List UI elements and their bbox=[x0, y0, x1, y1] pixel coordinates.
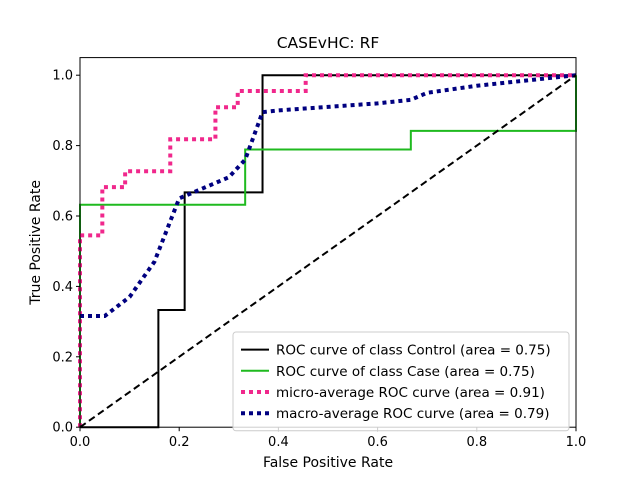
y-axis: 0.0 0.2 0.4 0.6 0.8 1.0 bbox=[52, 69, 80, 436]
legend-label-roc-curve-of-class-control-area-0-75: ROC curve of class Control (area = 0.75) bbox=[276, 343, 551, 359]
series-line-1 bbox=[79, 75, 577, 428]
y-tick-label: 0.4 bbox=[52, 280, 73, 295]
legend: ROC curve of class Control (area = 0.75)… bbox=[232, 331, 570, 432]
x-tick-label: 0.8 bbox=[466, 435, 487, 450]
legend-box bbox=[232, 331, 570, 432]
x-tick-label: 0.0 bbox=[70, 435, 91, 450]
x-tick-label: 0.4 bbox=[268, 435, 289, 450]
series-line-2 bbox=[78, 73, 576, 428]
x-axis-label: False Positive Rate bbox=[263, 455, 393, 471]
plot-lines bbox=[78, 73, 577, 429]
chart-title: CASEvHC: RF bbox=[277, 34, 380, 52]
legend-label-roc-curve-of-class-case-area-0-75: ROC curve of class Case (area = 0.75) bbox=[276, 364, 535, 380]
series-line-0 bbox=[80, 74, 576, 429]
y-tick-label: 0.6 bbox=[52, 210, 73, 225]
legend-label-micro-average-roc-curve-area-0-91: micro-average ROC curve (area = 0.91) bbox=[276, 385, 545, 401]
legend-label-macro-average-roc-curve-area-0-79: macro-average ROC curve (area = 0.79) bbox=[276, 406, 549, 422]
x-tick-label: 1.0 bbox=[566, 435, 587, 450]
x-tick-label: 0.2 bbox=[169, 435, 190, 450]
x-axis: 0.0 0.2 0.4 0.6 0.8 1.0 bbox=[70, 427, 587, 450]
y-tick-label: 0.2 bbox=[52, 350, 73, 365]
y-tick-label: 0.0 bbox=[52, 421, 73, 436]
x-tick-label: 0.6 bbox=[367, 435, 388, 450]
y-axis-label: True Positive Rate bbox=[28, 180, 44, 306]
y-tick-label: 0.8 bbox=[52, 139, 73, 154]
y-tick-label: 1.0 bbox=[52, 69, 73, 84]
chance-diagonal-line bbox=[79, 74, 577, 429]
